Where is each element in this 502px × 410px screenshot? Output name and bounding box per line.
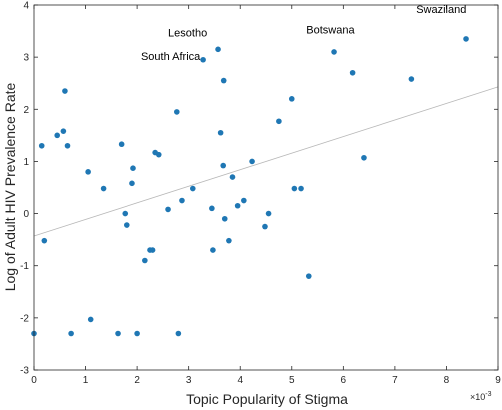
- data-point: [331, 49, 337, 55]
- data-point: [262, 223, 268, 230]
- trend-line: [33, 86, 499, 237]
- data-point: [68, 330, 74, 337]
- data-point: [361, 154, 367, 161]
- x-axis-label: Topic Popularity of Stigma: [186, 391, 348, 407]
- y-tick-label: 1: [23, 157, 29, 168]
- data-point: [241, 197, 247, 204]
- x-tick-label: 9: [495, 375, 501, 386]
- data-point: [62, 88, 68, 94]
- data-point: [142, 257, 148, 264]
- data-point: [129, 180, 135, 187]
- data-point: [179, 197, 185, 204]
- data-point: [265, 210, 272, 217]
- data-point: [122, 210, 129, 217]
- data-point: [155, 151, 162, 158]
- point-annotation: South Africa: [141, 51, 201, 63]
- point-annotation: Lesotho: [168, 27, 207, 39]
- data-point: [249, 158, 255, 165]
- data-point: [288, 96, 295, 102]
- data-point: [124, 222, 130, 228]
- trendline-layer: [33, 86, 499, 237]
- y-tick-label: 2: [23, 105, 29, 116]
- x-tick-label: 3: [186, 375, 192, 386]
- x-axis-exponent-power: -3: [485, 391, 491, 398]
- y-tick-label: -3: [20, 366, 29, 377]
- y-tick-label: 4: [23, 1, 29, 12]
- point-annotation: Botswana: [306, 25, 355, 37]
- data-point: [291, 185, 298, 192]
- data-point: [175, 330, 182, 337]
- data-point: [220, 162, 227, 169]
- point-annotation: Swaziland: [416, 4, 466, 16]
- data-point: [60, 128, 67, 134]
- data-point: [165, 206, 171, 213]
- data-point: [100, 185, 107, 192]
- axes-layer: 0 1 2 3 4 5 6 7 8 9 -3 -2 -1 0 1 2 3 4: [20, 1, 501, 387]
- x-tick-label: 6: [341, 375, 347, 386]
- data-point: [118, 141, 125, 148]
- data-point: [130, 165, 136, 172]
- x-tick-label: 7: [392, 375, 398, 386]
- data-point: [217, 129, 224, 136]
- x-axis-exponent-base: ×10: [470, 392, 485, 402]
- x-tick-label: 8: [444, 375, 450, 386]
- points-layer: [31, 36, 469, 337]
- data-point: [115, 330, 121, 337]
- x-axis-exponent: ×10-3: [470, 391, 492, 402]
- data-point: [221, 215, 228, 222]
- data-point: [215, 46, 221, 53]
- data-point: [41, 237, 48, 244]
- data-point: [305, 273, 312, 279]
- x-tick-label: 1: [83, 375, 89, 386]
- data-point: [134, 330, 140, 337]
- y-tick-label: 0: [23, 209, 29, 220]
- y-axis-label: Log of Adult HIV Prevalence Rate: [2, 83, 18, 292]
- data-point: [220, 77, 227, 84]
- data-point: [174, 109, 180, 115]
- data-point: [408, 76, 415, 82]
- data-point: [87, 316, 94, 323]
- data-point: [210, 247, 216, 253]
- x-tick-label: 5: [289, 375, 295, 386]
- data-point: [349, 69, 356, 76]
- data-point: [149, 247, 156, 253]
- x-tick-label: 4: [237, 375, 243, 386]
- y-tick-label: 3: [23, 53, 29, 64]
- data-point: [463, 36, 469, 42]
- x-tick-label: 0: [31, 375, 37, 386]
- data-point: [209, 205, 215, 212]
- data-point: [38, 142, 45, 149]
- data-point: [200, 56, 206, 63]
- data-point: [226, 237, 232, 244]
- plot-frame: [33, 4, 499, 371]
- x-tick-label: 2: [134, 375, 140, 386]
- data-point: [64, 142, 71, 149]
- data-point: [298, 185, 304, 192]
- data-point: [229, 174, 236, 180]
- data-point: [276, 118, 282, 125]
- data-point: [189, 185, 196, 192]
- data-point: [85, 169, 91, 175]
- data-point: [54, 132, 60, 139]
- data-point: [234, 202, 241, 209]
- annotations-layer: Lesotho Botswana Swaziland South Africa: [141, 4, 466, 63]
- y-tick-label: -2: [20, 313, 29, 324]
- y-tick-label: -1: [20, 261, 29, 272]
